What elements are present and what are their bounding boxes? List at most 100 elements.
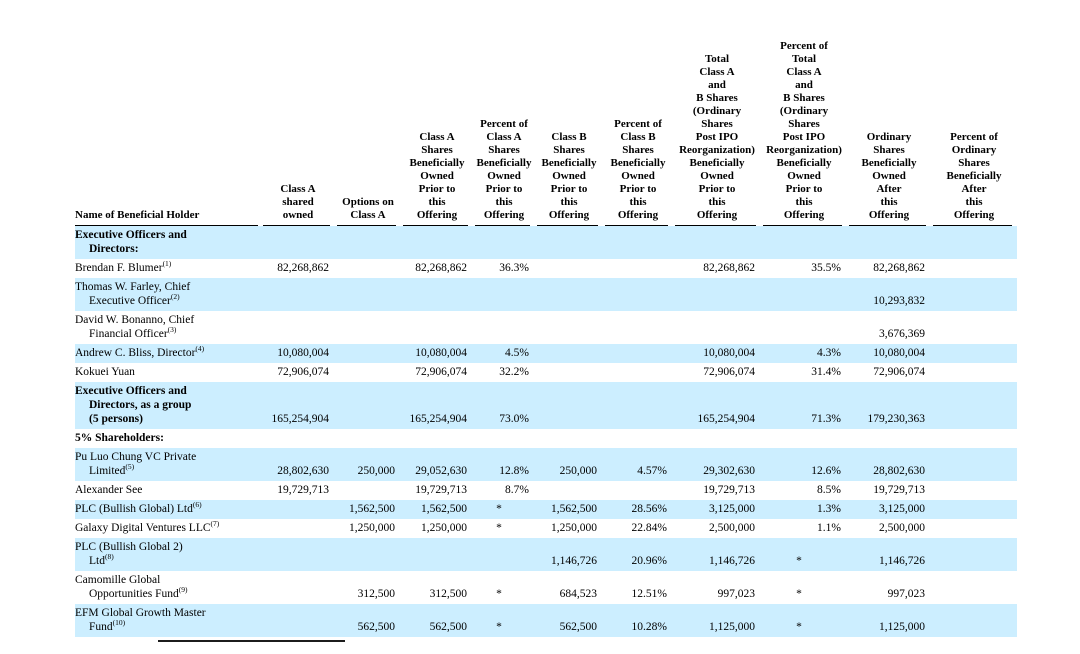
table-cell: 1,562,500: [335, 500, 401, 519]
column-header-line: this: [708, 196, 726, 208]
column-header-line: shared: [282, 196, 314, 208]
table-cell: 1.3%: [761, 500, 847, 519]
table-cell: 3,125,000: [847, 500, 931, 519]
column-header-line: Beneficially: [610, 157, 666, 169]
column-header-line: Class B: [551, 131, 587, 143]
table-cell: [761, 311, 847, 344]
table-cell: [931, 448, 1017, 481]
table-cell: 4.5%: [473, 344, 535, 363]
column-header-line: Beneficially: [689, 157, 745, 169]
holder-name-line: Financial Officer(3): [75, 325, 261, 341]
table-cell: [603, 259, 673, 278]
holder-name-text: Executive Officer: [89, 295, 171, 307]
table-cell: [261, 278, 335, 311]
table-cell: [931, 226, 1017, 259]
table-cell: 20.96%: [603, 538, 673, 571]
column-header-line: Ordinary: [866, 131, 912, 143]
table-cell: [261, 538, 335, 571]
column-header-line: Class A: [350, 209, 386, 221]
holder-name-text: Executive Officers and: [75, 385, 187, 397]
table-cell: [673, 278, 761, 311]
table-cell: 72,906,074: [873, 366, 925, 378]
holder-name-line: 5% Shareholders:: [75, 431, 261, 445]
table-cell: [401, 226, 473, 259]
column-header: Percent of Class A Shares Beneficially Owned…: [473, 40, 535, 226]
table-cell: [847, 226, 931, 259]
footnote-reference: (7): [210, 519, 220, 529]
holder-name-line: Thomas W. Farley, Chief: [75, 280, 261, 294]
holder-name-line: PLC (Bullish Global) Ltd(6): [75, 500, 261, 516]
table-row: EFM Global Growth Master Fund(10) 562,500 5…: [75, 604, 1017, 637]
table-cell: [535, 363, 603, 382]
table-cell: 19,729,713: [415, 484, 467, 496]
table-cell: [535, 259, 603, 278]
table-cell: [401, 311, 473, 344]
table-cell: 82,268,862: [703, 262, 755, 274]
column-header: Percent of Class B Shares Beneficially Owned…: [603, 40, 673, 226]
table-row: Pu Luo Chung VC Private Limited(5) 28,802,…: [75, 448, 1017, 481]
column-header-line: Owned: [700, 170, 734, 182]
table-body: Executive Officers and Directors: Brendan …: [75, 226, 1017, 637]
holder-name-text: PLC (Bullish Global 2): [75, 541, 183, 553]
table-cell: 2,500,000: [879, 522, 925, 534]
table-cell: 1,146,726: [673, 538, 761, 571]
column-header-line: Post IPO: [695, 131, 739, 143]
column-header-line: After: [876, 183, 902, 195]
table-cell: [335, 278, 401, 311]
table-cell: 19,729,713: [277, 484, 329, 496]
holder-name-line: Alexander See: [75, 483, 261, 497]
column-header-line: Beneficially: [776, 157, 832, 169]
table-cell: [931, 500, 1017, 519]
column-header-line: Class A: [486, 131, 522, 143]
holder-name-text: Financial Officer: [89, 328, 168, 340]
table-cell: 562,500: [401, 604, 473, 637]
table-row: PLC (Bullish Global) Ltd(6) 1,562,500 1,56…: [75, 500, 1017, 519]
table-cell: [401, 538, 473, 571]
table-cell: 31.4%: [811, 366, 841, 378]
table-cell: [761, 226, 847, 259]
table-cell: [335, 363, 401, 382]
holder-name-line: Executive Officer(2): [75, 293, 261, 308]
table-cell: 3,125,000: [673, 500, 761, 519]
holder-name-line: Brendan F. Blumer(1): [75, 260, 261, 275]
footnote-reference: (3): [167, 325, 177, 335]
holder-name-cell: Executive Officers and Directors:: [75, 226, 261, 259]
holder-name-text: Kokuei Yuan: [75, 366, 135, 378]
holder-name-text: Pu Luo Chung VC Private: [75, 451, 197, 463]
footnote-reference: (10): [112, 618, 126, 628]
table-cell: 1.1%: [817, 522, 841, 534]
footnote-reference: (6): [192, 500, 202, 510]
holder-name-line: Andrew C. Bliss, Director(4): [75, 345, 261, 360]
table-cell: [535, 382, 603, 429]
table-row: Kokuei Yuan 72,906,074 72,906,074 32.2% 72,9…: [75, 363, 1017, 382]
column-header: Name of Beneficial Holder: [75, 40, 261, 226]
column-header-line: Post IPO: [782, 131, 826, 143]
table-cell: 1,125,000: [673, 604, 761, 637]
column-header-line: this: [795, 196, 813, 208]
column-header-line: Shares: [873, 144, 905, 156]
table-cell: 165,254,904: [673, 382, 761, 429]
holder-name-text: Limited: [89, 465, 126, 477]
table-cell: [473, 538, 535, 571]
holder-name-cell: Camomille Global Opportunities Fund(9): [75, 571, 261, 604]
holder-name-text: Brendan F. Blumer: [75, 262, 163, 274]
holder-name-cell: Thomas W. Farley, Chief Executive Officer…: [75, 278, 261, 311]
table-row: Alexander See 19,729,713 19,729,713 8.7% 19,…: [75, 481, 1017, 500]
table-cell: 72,906,074: [277, 366, 329, 378]
column-header-line: this: [880, 196, 898, 208]
table-cell: [473, 278, 535, 311]
table-cell: 82,268,862: [277, 262, 329, 274]
holder-name-text: Fund: [89, 621, 113, 633]
column-header-line: B Shares: [696, 92, 738, 104]
column-header-line: Prior to: [418, 183, 456, 195]
column-header-line: Offering: [483, 209, 525, 221]
table-cell: [335, 259, 401, 278]
table-cell: 19,729,713: [703, 484, 755, 496]
table-cell: [673, 429, 761, 448]
column-header-line: Total: [704, 53, 730, 65]
column-header-line: After: [961, 183, 987, 195]
table-cell: [535, 311, 603, 344]
table-row: David W. Bonanno, Chief Financial Officer…: [75, 311, 1017, 344]
